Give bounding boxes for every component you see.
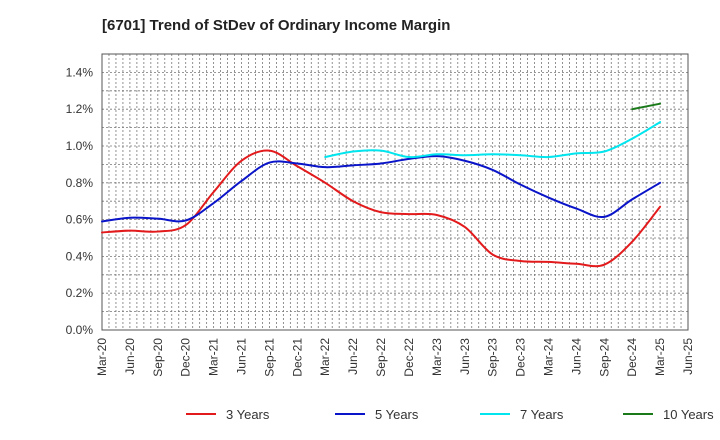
y-tick-label: 0.4% [66, 249, 94, 263]
y-tick-label: 1.4% [66, 65, 94, 79]
x-tick-label: Jun-23 [458, 338, 472, 375]
legend: 3 Years 5 Years 7 Years 10 Years [186, 407, 714, 422]
x-tick-label: Sep-20 [151, 338, 165, 377]
x-tick-label: Jun-22 [346, 338, 360, 375]
series-line-5-years [101, 155, 662, 223]
x-tick-label: Dec-24 [625, 338, 639, 377]
x-tick-label: Jun-20 [123, 338, 137, 375]
x-tick-label: Mar-20 [95, 338, 109, 376]
x-tick-label: Mar-22 [318, 338, 332, 376]
x-tick-label: Jun-25 [681, 338, 695, 375]
y-axis: 0.0% 0.2% 0.4% 0.6% 0.8% 1.0% 1.2% 1.4% [66, 65, 94, 337]
x-tick-label: Mar-23 [430, 338, 444, 376]
x-tick-label: Sep-22 [374, 338, 388, 377]
y-tick-label: 1.2% [66, 102, 94, 116]
legend-label-5-years: 5 Years [375, 407, 419, 422]
x-tick-label: Mar-24 [541, 338, 555, 376]
x-tick-label: Sep-21 [262, 338, 276, 377]
y-tick-label: 0.6% [66, 213, 94, 227]
grid [102, 54, 688, 330]
x-tick-label: Dec-21 [290, 338, 304, 377]
x-tick-label: Jun-21 [235, 338, 249, 375]
x-tick-label: Sep-24 [597, 338, 611, 377]
y-tick-label: 0.0% [66, 323, 94, 337]
x-tick-label: Dec-20 [179, 338, 193, 377]
x-tick-label: Mar-25 [653, 338, 667, 376]
y-tick-label: 0.8% [66, 176, 94, 190]
x-axis: Mar-20 Jun-20 Sep-20 Dec-20 Mar-21 Jun-21 Sep-… [95, 338, 695, 377]
series-line-7-years [324, 121, 662, 159]
plot-area [101, 53, 689, 331]
x-tick-label: Jun-24 [569, 338, 583, 375]
x-tick-label: Dec-22 [402, 338, 416, 377]
legend-label-3-years: 3 Years [226, 407, 270, 422]
legend-label-7-years: 7 Years [520, 407, 564, 422]
chart-title: [6701] Trend of StDev of Ordinary Income… [102, 17, 450, 34]
x-tick-label: Dec-23 [514, 338, 528, 377]
x-tick-label: Sep-23 [486, 338, 500, 377]
x-tick-label: Mar-21 [207, 338, 221, 376]
series-line-10-years [631, 102, 662, 111]
series-lines [101, 102, 662, 268]
y-tick-label: 1.0% [66, 139, 94, 153]
y-tick-label: 0.2% [66, 286, 94, 300]
legend-label-10-years: 10 Years [663, 407, 714, 422]
